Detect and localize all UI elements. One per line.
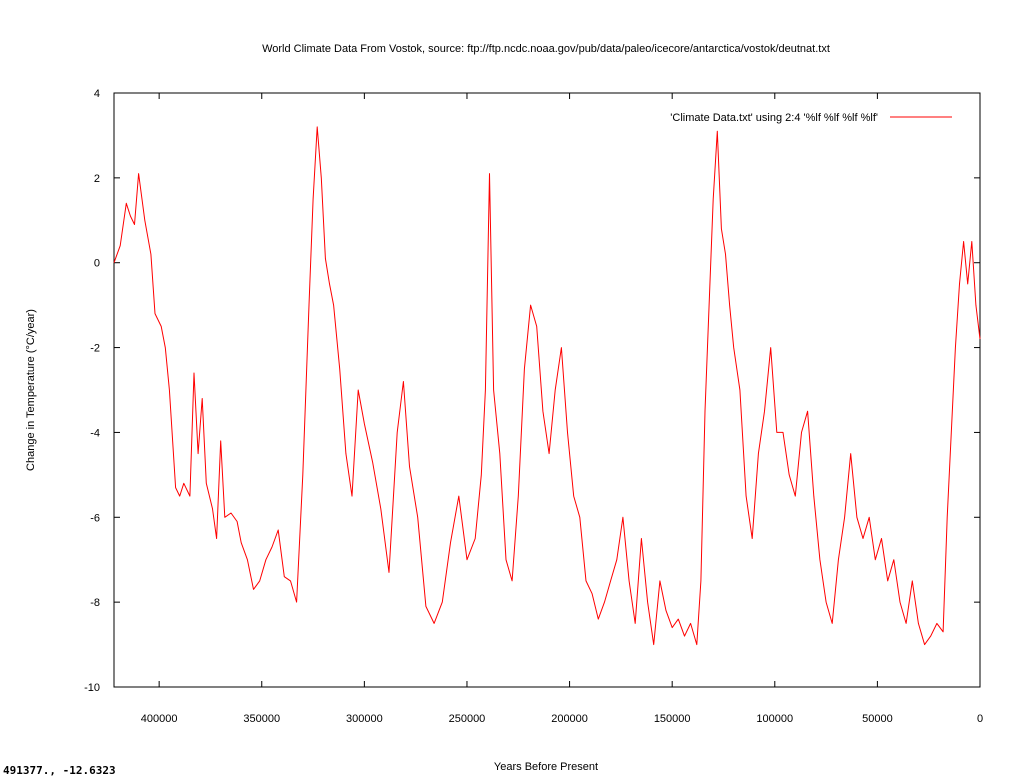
- series-layer: [113, 126, 981, 646]
- y-tick-label: -8: [90, 597, 100, 609]
- y-tick-label: -6: [90, 512, 100, 524]
- x-tick-label: 100000: [756, 713, 793, 725]
- chart-title: World Climate Data From Vostok, source: …: [262, 43, 830, 55]
- x-tick-label: 300000: [346, 713, 383, 725]
- x-tick-label: 150000: [654, 713, 691, 725]
- x-tick-label: 0: [977, 713, 983, 725]
- x-tick-label: 200000: [551, 713, 588, 725]
- coordinate-readout: 491377., -12.6323: [3, 764, 116, 777]
- legend: 'Climate Data.txt' using 2:4 '%lf %lf %l…: [670, 112, 952, 124]
- y-tick-label: -10: [84, 682, 100, 694]
- x-axis-label: Years Before Present: [494, 761, 598, 773]
- y-tick-label: -4: [90, 427, 100, 439]
- y-tick-label: -2: [90, 343, 100, 355]
- plot-frame: [113, 92, 981, 688]
- y-tick-label: 4: [94, 88, 100, 100]
- series-line: [113, 126, 981, 646]
- x-axis-ticks: 400000 350000 300000 250000 200000 150000 1000…: [141, 93, 983, 725]
- y-axis-label: Change in Temperature (°C/year): [25, 309, 37, 471]
- legend-label: 'Climate Data.txt' using 2:4 '%lf %lf %l…: [670, 112, 878, 124]
- x-tick-label: 250000: [449, 713, 486, 725]
- x-tick-label: 50000: [862, 713, 893, 725]
- x-tick-label: 400000: [141, 713, 178, 725]
- y-tick-label: 0: [94, 258, 100, 270]
- y-tick-label: 2: [94, 173, 100, 185]
- y-axis-ticks: 4 2 0 -2 -4 -6 -8 -10: [84, 88, 980, 694]
- x-tick-label: 350000: [243, 713, 280, 725]
